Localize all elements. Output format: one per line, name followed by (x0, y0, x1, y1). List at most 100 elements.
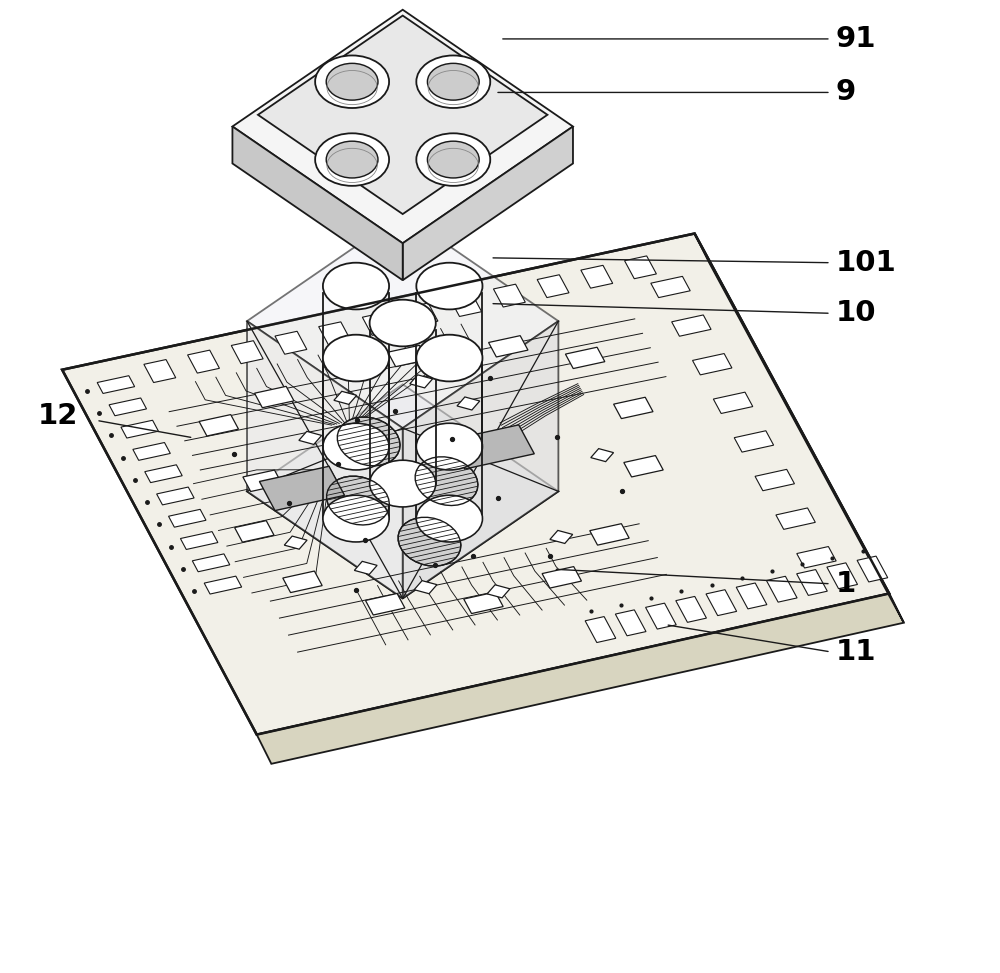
Polygon shape (734, 431, 774, 452)
Polygon shape (299, 431, 322, 445)
Text: 1: 1 (836, 570, 856, 597)
Polygon shape (157, 487, 194, 505)
Text: 10: 10 (836, 300, 876, 327)
Polygon shape (414, 581, 437, 594)
Polygon shape (319, 322, 351, 344)
Polygon shape (651, 276, 690, 298)
Ellipse shape (427, 63, 479, 100)
Polygon shape (398, 518, 461, 566)
Ellipse shape (326, 63, 378, 100)
Text: 9: 9 (836, 79, 856, 106)
Polygon shape (232, 10, 573, 243)
Polygon shape (403, 126, 573, 280)
Polygon shape (672, 315, 711, 337)
Ellipse shape (416, 263, 482, 309)
Polygon shape (693, 353, 732, 375)
Ellipse shape (416, 495, 482, 542)
Polygon shape (550, 530, 573, 544)
Polygon shape (169, 509, 206, 527)
Polygon shape (695, 234, 904, 623)
Ellipse shape (370, 460, 436, 507)
Polygon shape (614, 397, 653, 418)
Polygon shape (275, 331, 307, 354)
Polygon shape (257, 594, 904, 764)
Polygon shape (493, 284, 525, 307)
Polygon shape (415, 457, 478, 506)
Polygon shape (231, 341, 263, 364)
Polygon shape (776, 508, 815, 529)
Ellipse shape (416, 55, 490, 108)
Polygon shape (590, 523, 629, 545)
Polygon shape (591, 449, 614, 461)
Polygon shape (255, 386, 294, 408)
Polygon shape (615, 610, 646, 635)
Polygon shape (121, 420, 158, 438)
Ellipse shape (416, 133, 490, 186)
Polygon shape (62, 234, 889, 735)
Polygon shape (457, 397, 480, 410)
Polygon shape (362, 312, 394, 336)
Polygon shape (487, 585, 510, 597)
Polygon shape (624, 455, 663, 477)
Polygon shape (247, 214, 558, 428)
Polygon shape (713, 392, 753, 414)
Polygon shape (797, 569, 827, 595)
Ellipse shape (315, 133, 389, 186)
Polygon shape (755, 469, 794, 490)
Polygon shape (204, 576, 242, 595)
Polygon shape (365, 594, 405, 615)
Ellipse shape (315, 55, 389, 108)
Text: 11: 11 (836, 638, 876, 666)
Text: 91: 91 (836, 25, 876, 53)
Polygon shape (243, 470, 282, 491)
Ellipse shape (323, 263, 389, 309)
Polygon shape (410, 375, 433, 388)
Polygon shape (192, 554, 230, 572)
Polygon shape (133, 443, 170, 460)
Polygon shape (232, 126, 403, 280)
Polygon shape (199, 414, 239, 436)
Polygon shape (180, 531, 218, 550)
Polygon shape (145, 465, 182, 483)
Polygon shape (247, 321, 403, 598)
Polygon shape (144, 360, 176, 382)
Ellipse shape (323, 495, 389, 542)
Ellipse shape (427, 141, 479, 178)
Polygon shape (259, 466, 345, 511)
Polygon shape (354, 561, 377, 574)
Ellipse shape (323, 423, 389, 470)
Ellipse shape (416, 335, 482, 381)
Polygon shape (676, 596, 706, 623)
Polygon shape (258, 16, 547, 214)
Polygon shape (450, 294, 482, 316)
Polygon shape (247, 384, 558, 598)
Polygon shape (283, 571, 322, 593)
Polygon shape (464, 592, 503, 614)
Polygon shape (403, 321, 558, 598)
Polygon shape (327, 476, 389, 525)
Text: 12: 12 (38, 403, 78, 430)
Polygon shape (235, 521, 274, 542)
Polygon shape (766, 576, 797, 602)
Polygon shape (646, 603, 676, 630)
Polygon shape (797, 547, 836, 568)
Text: 101: 101 (836, 249, 896, 276)
Polygon shape (388, 345, 427, 367)
Polygon shape (581, 266, 613, 288)
Polygon shape (449, 425, 534, 469)
Polygon shape (188, 350, 219, 373)
Polygon shape (736, 583, 767, 609)
Polygon shape (284, 536, 307, 549)
Polygon shape (706, 590, 737, 616)
Ellipse shape (370, 300, 436, 346)
Polygon shape (109, 398, 147, 415)
Polygon shape (97, 376, 135, 393)
Polygon shape (827, 562, 858, 589)
Polygon shape (489, 336, 528, 357)
Ellipse shape (323, 335, 389, 381)
Polygon shape (337, 417, 400, 466)
Polygon shape (542, 566, 581, 588)
Polygon shape (406, 303, 438, 326)
Polygon shape (537, 274, 569, 298)
Polygon shape (625, 256, 656, 278)
